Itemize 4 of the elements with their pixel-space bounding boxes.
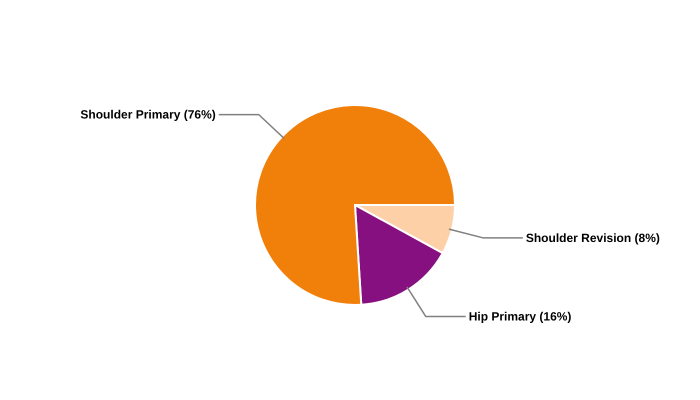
slice-label: Hip Primary (16%) <box>468 309 572 324</box>
pie-slice <box>254 104 456 306</box>
slice-label: Shoulder Primary (76%) <box>80 108 216 122</box>
slice-label: Shoulder Revision (8%) <box>526 230 660 245</box>
